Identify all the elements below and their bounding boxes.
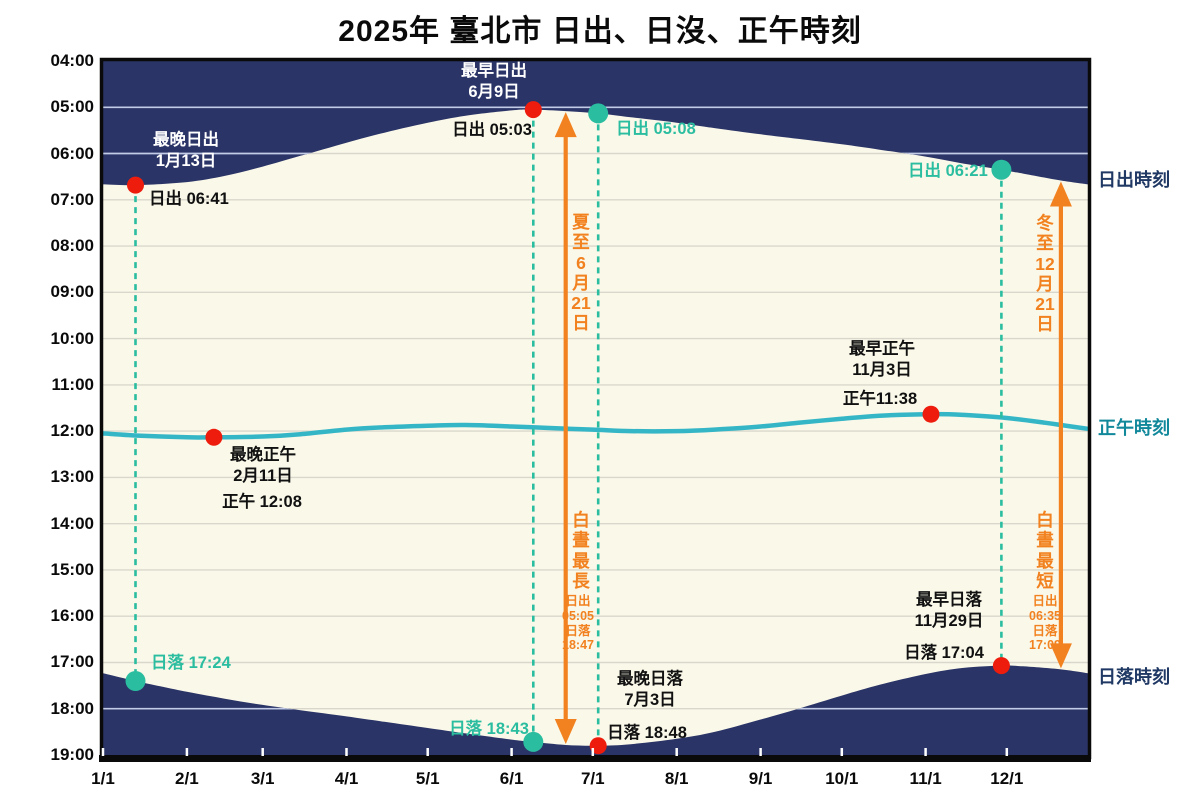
y-axis-tick-label: 12:00 (50, 421, 94, 441)
noon-curve (102, 411, 1089, 440)
y-axis-tick-label: 15:00 (50, 559, 94, 579)
winter-solstice-arrowhead-up (1049, 181, 1072, 207)
summer-solstice-arrowhead-up (554, 112, 577, 138)
annotation-earliest-noon-time: 正午11:38 (842, 390, 918, 408)
x-axis-tick-label: 9/1 (748, 769, 773, 788)
night-region-bottom (103, 665, 1088, 755)
annotation-latest-sunset-sunrise-time: 日出 05:08 (616, 120, 696, 138)
y-axis-tick-label: 11:00 (51, 374, 94, 394)
annotation-earliest-sunset-sunrise-time: 日出 06:21 (908, 162, 988, 180)
annotation-latest-sunrise-time: 日出 06:41 (149, 190, 229, 208)
x-axis-tick-label: 10/1 (825, 769, 859, 788)
y-axis-tick-label: 06:00 (50, 143, 94, 163)
marker-sunset-on-earliest-sunrise (523, 731, 544, 752)
day-region (103, 61, 1088, 755)
x-axis-tick-label: 11/1 (909, 769, 942, 788)
night-region-top (103, 61, 1088, 186)
annotation-daylight-shortest-detail: 日出 06:35 日落 17:09 (1029, 594, 1061, 653)
annotation-earliest-sunset-title: 最早日落 11月29日 (914, 591, 984, 630)
x-axis-tick-label: 12/1 (990, 769, 1024, 788)
x-axis-tick-label: 8/1 (664, 769, 689, 788)
annotation-earliest-sunrise-title: 最早日出 6月9日 (461, 62, 527, 101)
summer-solstice-arrowhead-down (554, 718, 577, 744)
annotation-daylight-shortest: 白 晝 最 短 (1036, 510, 1054, 591)
annotation-earliest-sunrise-time: 日出 05:03 (452, 121, 532, 139)
legend-noon-time: 正午時刻 (1098, 418, 1170, 438)
annotation-daylight-longest-detail: 日出 05:05 日落 18:47 (562, 594, 594, 653)
marker-latest-noon (205, 428, 223, 446)
x-axis-tick-label: 2/1 (175, 769, 199, 788)
annotation-earliest-noon-title: 最早正午 11月3日 (849, 340, 915, 379)
y-axis-tick-label: 19:00 (50, 745, 94, 764)
legend-sunrise-time: 日出時刻 (1098, 170, 1170, 190)
annotation-earliest-sunset-time: 日落 17:04 (904, 644, 984, 662)
chart-title: 2025年 臺北市 日出、日沒、正午時刻 (338, 15, 862, 48)
x-axis-tick-label: 6/1 (499, 769, 524, 788)
y-axis-tick-label: 14:00 (50, 513, 94, 533)
y-axis-tick-label: 13:00 (50, 467, 94, 487)
y-axis-tick-label: 18:00 (50, 698, 94, 718)
y-axis-tick-label: 08:00 (50, 236, 94, 256)
y-axis-tick-label: 05:00 (50, 97, 94, 117)
x-axis-tick-label: 1/1 (91, 769, 115, 788)
annotation-latest-noon-title: 最晚正午 2月11日 (230, 446, 296, 485)
annotation-latest-sunrise-title: 最晚日出 1月13日 (153, 131, 219, 170)
marker-earliest-sunset (992, 657, 1010, 675)
y-axis-tick-label: 07:00 (50, 189, 94, 209)
marker-earliest-sunrise (524, 101, 542, 119)
annotation-winter-solstice: 冬 至 12 月 21 日 (1035, 213, 1055, 335)
annotation-earliest-sunrise-sunset-time: 日落 18:43 (449, 720, 529, 738)
marker-earliest-noon (922, 405, 940, 423)
marker-latest-sunrise (127, 176, 144, 194)
y-axis-tick-label: 10:00 (50, 328, 94, 348)
annotation-latest-noon-time: 正午 12:08 (222, 493, 302, 511)
y-axis-tick-label: 17:00 (50, 652, 94, 672)
winter-solstice-arrowhead-down (1049, 643, 1072, 669)
legend-sunset-time: 日落時刻 (1098, 667, 1170, 687)
marker-sunrise-on-latest-sunset (588, 103, 609, 124)
annotation-summer-solstice: 夏 至 6 月 21 日 (571, 212, 591, 334)
x-axis-tick-label: 3/1 (250, 769, 275, 788)
marker-sunset-on-latest-sunrise (125, 671, 146, 691)
annotation-daylight-longest: 白 晝 最 長 (572, 510, 590, 591)
annotation-latest-sunset-title: 最晚日落 7月3日 (617, 670, 683, 709)
y-axis-tick-label: 16:00 (50, 606, 94, 626)
annotation-latest-sunset-time: 日落 18:48 (607, 724, 687, 742)
y-axis-tick-label: 04:00 (50, 51, 94, 70)
x-axis-tick-label: 5/1 (415, 769, 440, 788)
y-axis-tick-label: 09:00 (50, 282, 94, 302)
x-axis-tick-label: 4/1 (334, 769, 359, 788)
x-axis-tick-label: 7/1 (580, 769, 605, 788)
annotation-latest-sunrise-sunset-time: 日落 17:24 (151, 654, 231, 672)
marker-sunrise-on-earliest-sunset (991, 159, 1012, 180)
